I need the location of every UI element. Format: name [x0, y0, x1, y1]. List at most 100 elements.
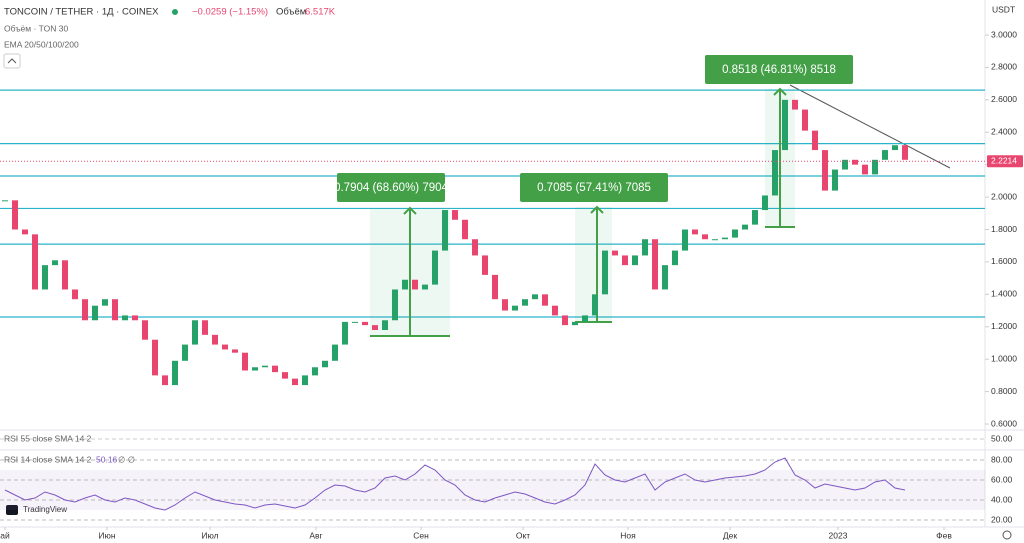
candle: [492, 274, 498, 300]
candle: [172, 360, 178, 386]
y-tick-label: 80.00: [991, 454, 1013, 464]
symbol[interactable]: TONCOIN / TETHER · 1Д · COINEX: [4, 7, 159, 18]
candle: [702, 234, 708, 240]
indicator[interactable]: Объём · TON 30: [4, 23, 69, 33]
candle: [882, 150, 888, 160]
rsi-band: [0, 470, 985, 510]
candle: [522, 299, 528, 306]
candle: [542, 294, 548, 306]
candle: [312, 367, 318, 376]
candle: [342, 321, 348, 345]
x-tick-label: Окт: [516, 530, 530, 540]
candle: [432, 250, 438, 285]
candle: [52, 260, 58, 266]
x-tick-label: Ноя: [620, 530, 636, 540]
candle: [72, 289, 78, 300]
y-tick-label: 40.00: [991, 494, 1013, 504]
candle: [582, 315, 588, 322]
measure-label-box: [520, 173, 668, 202]
candle: [32, 234, 38, 290]
candle: [652, 239, 658, 290]
candle: [832, 169, 838, 191]
candle: [62, 260, 68, 290]
candle: [302, 375, 308, 386]
candle: [762, 195, 768, 211]
candle: [472, 239, 478, 256]
candle: [592, 294, 598, 316]
candle: [282, 372, 288, 379]
rsi-line: [4, 457, 906, 511]
y-tick-label: 1.6000: [991, 256, 1017, 266]
x-tick-label: Дек: [723, 530, 737, 540]
candle: [152, 339, 158, 376]
candle: [292, 378, 298, 386]
arrow-head: [773, 87, 787, 96]
candle: [392, 289, 398, 321]
candle: [272, 365, 278, 373]
currency[interactable]: USDT: [992, 4, 1015, 14]
candle: [512, 305, 518, 311]
x-tick-label: Фев: [936, 530, 952, 540]
logo-box: [3, 502, 71, 518]
candle: [612, 250, 618, 256]
arrow-head: [590, 205, 604, 214]
candle: [142, 320, 148, 340]
y-tick-label: 50.00: [991, 433, 1013, 443]
y-tick-label: 1.4000: [991, 289, 1017, 299]
x-tick-label: Сен: [413, 530, 429, 540]
candle: [692, 229, 698, 235]
candle: [452, 210, 458, 220]
indicator-title: RSI 14 close SMA 14 2: [4, 454, 92, 464]
y-tick-label: 1.8000: [991, 224, 1017, 234]
candle: [552, 305, 558, 316]
candle: [842, 159, 848, 170]
x-tick-label: Авг: [309, 530, 322, 540]
candle: [322, 360, 328, 368]
candle: [632, 255, 638, 266]
candle: [122, 315, 128, 321]
y-tick-label: 0.6000: [991, 418, 1017, 428]
collapse-button[interactable]: [3, 53, 21, 69]
x-tick-label: ай: [0, 530, 10, 540]
y-tick-label: 3.0000: [991, 29, 1017, 39]
candle: [402, 279, 408, 290]
candle: [42, 265, 48, 290]
candle: [202, 320, 208, 335]
x-tick-label: Июл: [201, 530, 218, 540]
y-tick-label: 2.8000: [991, 62, 1017, 72]
candle: [902, 145, 908, 160]
candle: [642, 239, 648, 256]
logo: TradingView: [23, 505, 67, 514]
candle: [252, 367, 258, 371]
candle: [802, 109, 808, 131]
candle: [162, 375, 168, 386]
candle: [242, 352, 248, 371]
measure-label-box: [337, 173, 445, 202]
candle: [772, 150, 778, 196]
candle: [622, 255, 628, 266]
candle: [602, 250, 608, 295]
candle: [722, 237, 728, 240]
candle: [672, 250, 678, 266]
candle: [462, 219, 468, 240]
candle: [12, 200, 18, 230]
candle: [412, 279, 418, 290]
y-tick-label: 1.2000: [991, 321, 1017, 331]
indicator[interactable]: EMA 20/50/100/200: [4, 39, 79, 49]
last-price: 2.2214: [991, 155, 1017, 165]
settings-icon[interactable]: [1002, 530, 1012, 540]
volume-label: Объём: [276, 7, 306, 18]
y-tick-label: 0.8000: [991, 386, 1017, 396]
x-tick-label: 2023: [829, 530, 848, 540]
candle: [662, 265, 668, 290]
y-tick-label: 20.00: [991, 514, 1013, 524]
measure-label-box: [705, 55, 853, 84]
candle: [262, 365, 268, 368]
candle: [502, 299, 508, 311]
trend-line: [789, 84, 951, 169]
y-tick-label: 2.4000: [991, 127, 1017, 137]
candle: [852, 159, 858, 165]
y-tick-label: 2.0000: [991, 191, 1017, 201]
candle: [82, 299, 88, 321]
